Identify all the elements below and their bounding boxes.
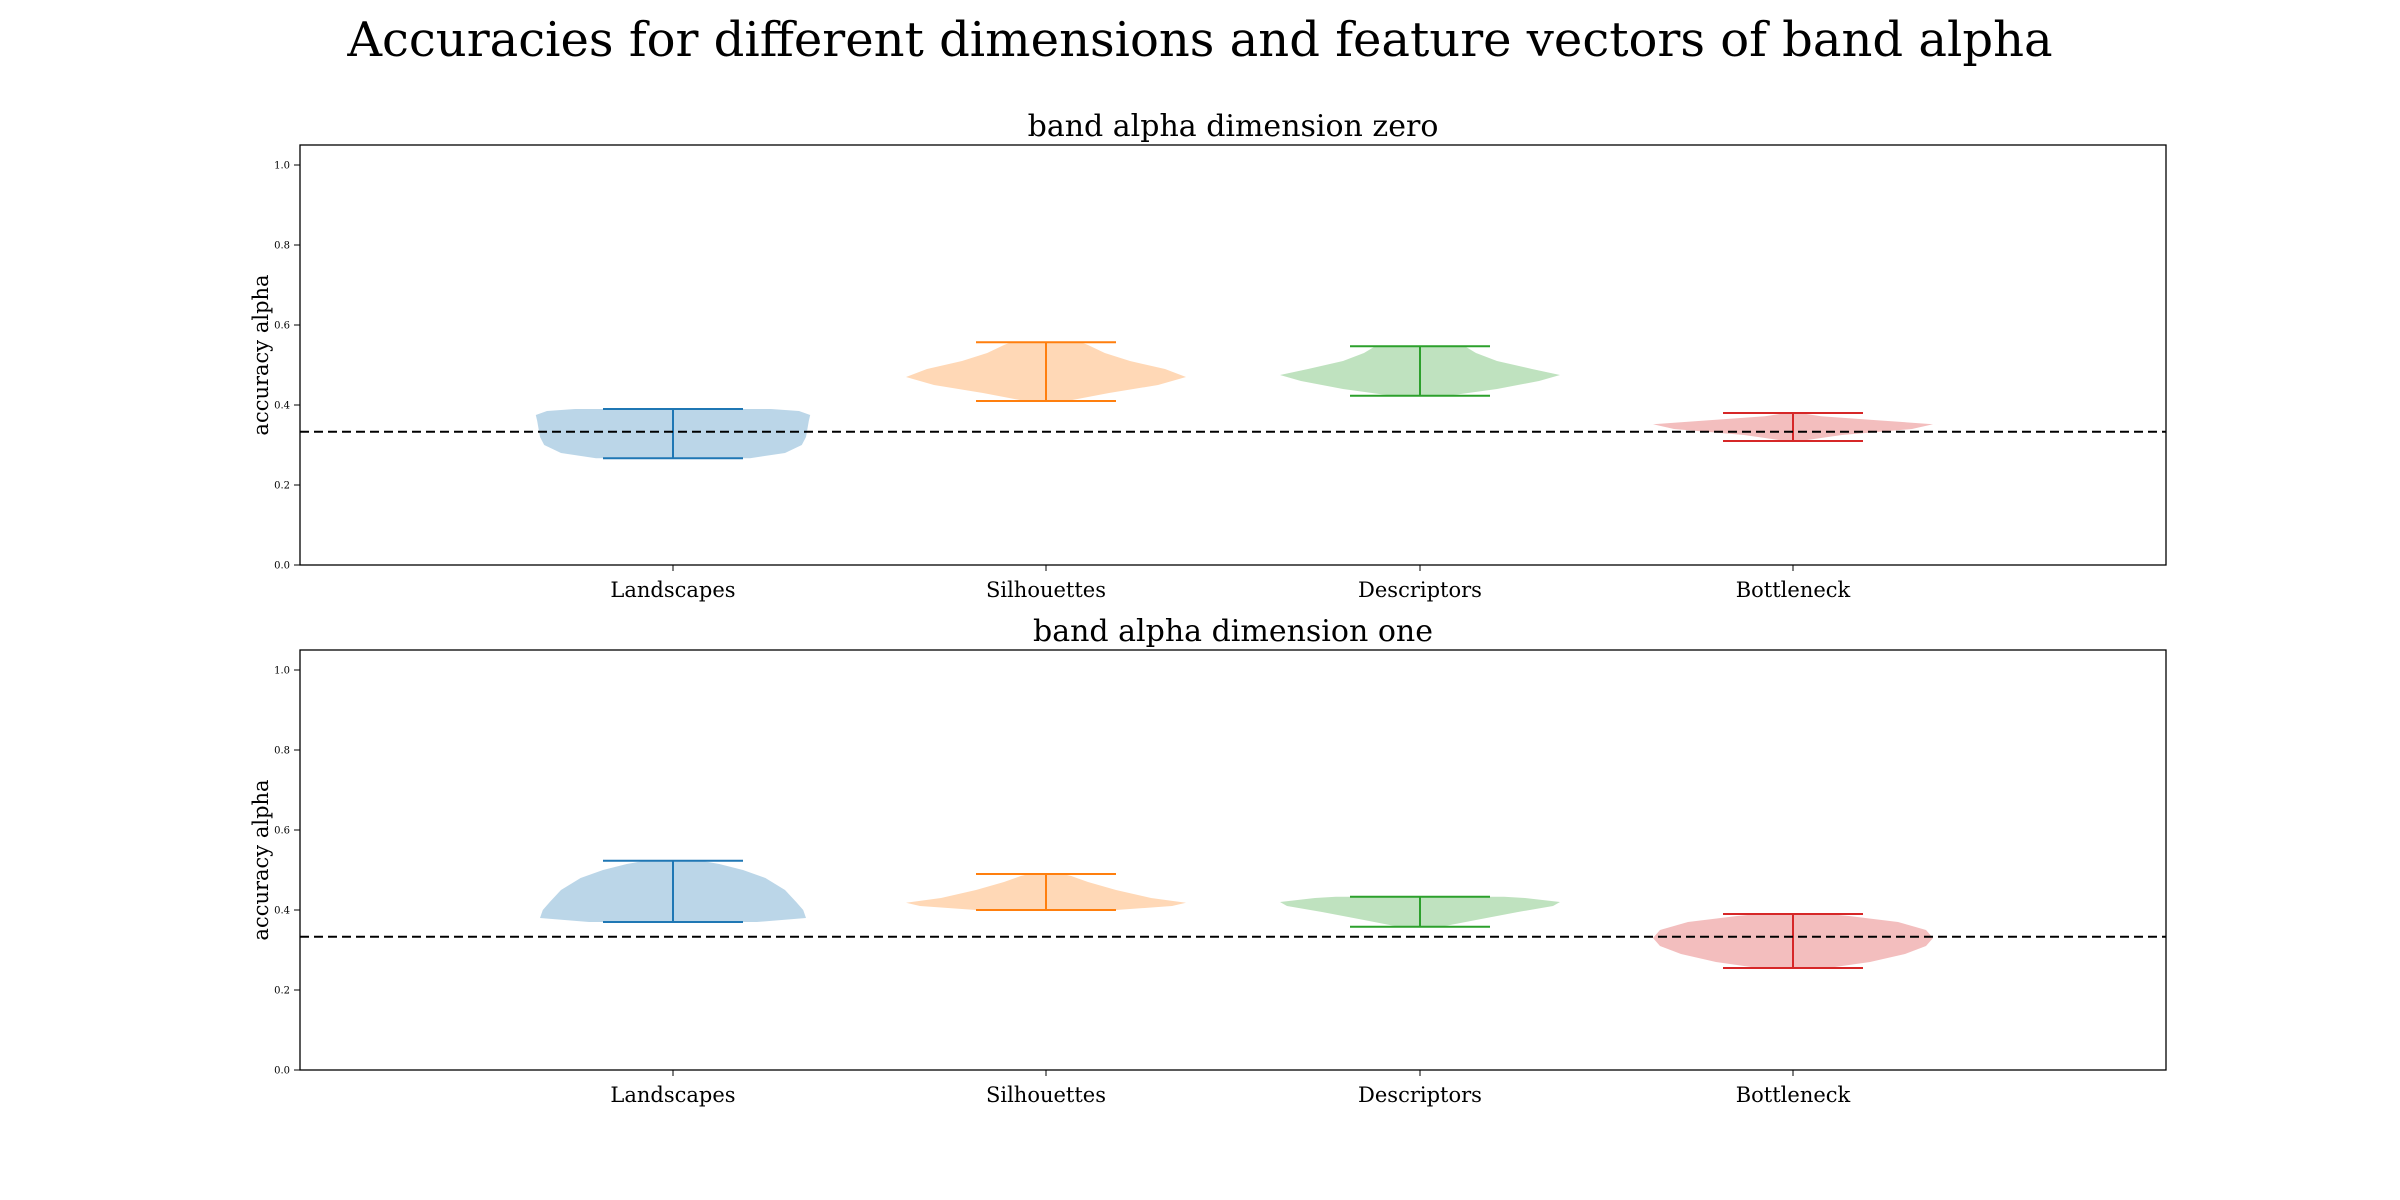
subplot-title: band alpha dimension one: [1033, 614, 1433, 649]
y-tick-label: 0.6: [274, 321, 290, 332]
y-axis-label: accuracy alpha: [249, 779, 273, 940]
x-tick-label: Bottleneck: [1736, 1083, 1851, 1107]
x-tick-label: Silhouettes: [986, 1083, 1106, 1107]
y-tick-label: 0.8: [274, 241, 290, 252]
x-tick-label: Landscapes: [610, 578, 735, 602]
y-tick-label: 0.4: [274, 906, 290, 917]
axes-frame: [299, 144, 2167, 566]
y-tick-label: 1.0: [274, 666, 290, 677]
y-tick-label: 0.2: [274, 986, 290, 997]
y-tick-label: 0.2: [274, 481, 290, 492]
y-tick-label: 1.0: [274, 161, 290, 172]
x-tick-label: Landscapes: [610, 1083, 735, 1107]
y-tick-label: 0.0: [274, 1066, 290, 1077]
subplot-title: band alpha dimension zero: [1028, 109, 1439, 144]
x-tick-label: Silhouettes: [986, 578, 1106, 602]
y-tick-label: 0.6: [274, 826, 290, 837]
y-tick-label: 0.8: [274, 746, 290, 757]
figure-title: Accuracies for different dimensions and …: [346, 12, 2052, 68]
x-tick-label: Descriptors: [1358, 578, 1482, 602]
axes-frame: [299, 649, 2167, 1071]
y-tick-label: 0.0: [274, 561, 290, 572]
y-tick-label: 0.4: [274, 401, 290, 412]
y-axis-label: accuracy alpha: [249, 274, 273, 435]
x-tick-label: Bottleneck: [1736, 578, 1851, 602]
x-tick-label: Descriptors: [1358, 1083, 1482, 1107]
